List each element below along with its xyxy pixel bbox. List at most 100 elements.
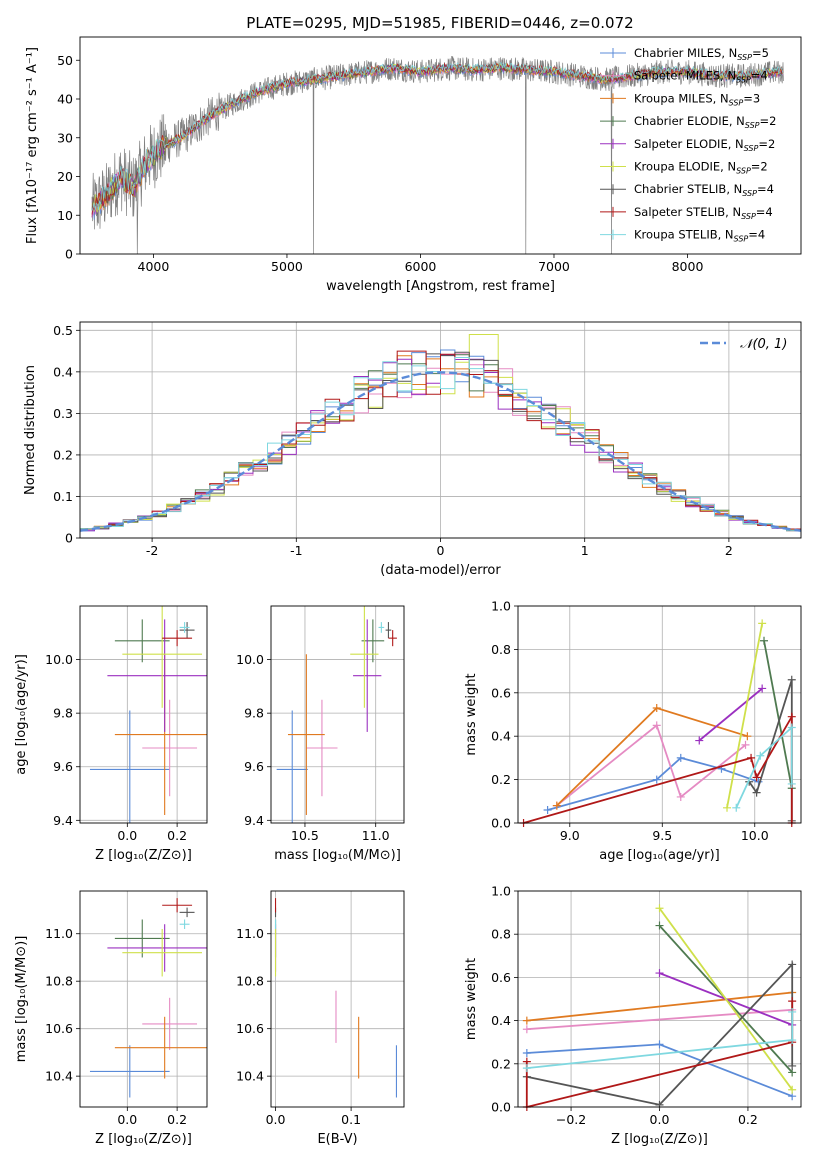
x-tick-label: 0.2 <box>738 1112 758 1127</box>
plot-panels: 4000 5000 6000 7000 800001020304050wavelengt… <box>14 36 802 1147</box>
legend-label: Kroupa STELIB, NSSP=4 <box>634 228 765 244</box>
legend-label: Chabrier MILES, NSSP=5 <box>634 46 769 62</box>
massweight_vs_Z-frame <box>517 890 802 1108</box>
y-tick-label: 0.3 <box>53 406 73 421</box>
point-marker-chabrier_miles <box>543 805 552 814</box>
y-tick-label: 0.6 <box>491 970 511 985</box>
x-axis-label: wavelength [Angstrom, rest frame] <box>326 279 555 294</box>
series-line-kroupa_elodie <box>726 623 764 808</box>
x-tick-label: 4000 <box>138 259 170 274</box>
y-tick-label: 0.8 <box>491 927 511 942</box>
x-axis-label: E(B-V) <box>317 1132 357 1147</box>
y-tick-label: 10.8 <box>236 974 264 989</box>
residual-histograms <box>80 334 801 533</box>
point-marker-kroupa_elodie <box>723 803 732 812</box>
massweight_vs_age-series <box>519 619 796 827</box>
massweight_vs_Z-series <box>522 904 797 1111</box>
point-marker-kroupa_miles <box>743 732 752 741</box>
age_vs_mass-points <box>276 606 397 823</box>
legend-label: Kroupa MILES, NSSP=3 <box>634 91 760 107</box>
y-tick-label: 0.0 <box>491 816 511 831</box>
legend-label: Salpeter MILES, NSSP=4 <box>634 69 768 85</box>
y-tick-label: 10.4 <box>45 1069 73 1084</box>
y-tick-label: 9.8 <box>53 706 73 721</box>
legend-label: Salpeter ELODIE, NSSP=2 <box>634 137 775 153</box>
normal-curve <box>80 371 801 532</box>
point-marker-kroupa_stelib <box>787 779 796 788</box>
point-marker-chabrier_stelib <box>787 675 796 684</box>
y-tick-label: 0.2 <box>53 447 73 462</box>
series-line-salpeter_miles <box>526 1008 793 1031</box>
y-tick-label: 9.6 <box>53 759 73 774</box>
mass_vs_ebv-axes: 0.0 0.1 10.4 10.6 10.8 11.0 <box>236 891 404 1127</box>
x-tick-label: 11.0 <box>362 828 390 843</box>
series-line-kroupa_miles <box>526 991 793 1022</box>
point-marker-kroupa_stelib <box>788 1007 797 1016</box>
y-tick-label: 10.4 <box>236 1069 264 1084</box>
point-marker-kroupa_stelib <box>788 1036 797 1045</box>
y-tick-label: 0.4 <box>53 364 73 379</box>
y-tick-label: 0.8 <box>491 642 511 657</box>
point-marker-chabrier_stelib <box>788 1061 797 1070</box>
point-marker-salpeter_stelib <box>787 712 796 721</box>
age_vs_Z-points <box>89 606 207 823</box>
y-tick-label: 9.8 <box>244 706 264 721</box>
y-tick-label: 10.6 <box>236 1021 264 1036</box>
y-tick-label: 20 <box>57 169 73 184</box>
point-marker-kroupa_elodie <box>788 1085 797 1094</box>
x-axis-label: mass [log₁₀(M/M⊙)] <box>274 848 401 863</box>
y-tick-label: 40 <box>57 92 73 107</box>
point-marker-chabrier_elodie <box>655 921 664 930</box>
x-tick-label: −0.2 <box>556 1112 586 1127</box>
y-axis-label: Flux [fλ10⁻¹⁷ erg cm⁻² s⁻¹ A⁻¹] <box>25 47 40 244</box>
point-marker-salpeter_miles <box>652 721 661 730</box>
y-tick-label: 10.6 <box>45 1021 73 1036</box>
x-tick-label: 0.1 <box>341 1112 361 1127</box>
point-marker-salpeter_stelib <box>788 997 797 1006</box>
y-tick-label: 10.0 <box>45 652 73 667</box>
model-spectrum-line-kroupa_stelib <box>91 61 784 211</box>
y-axis-label: mass weight <box>464 958 479 1040</box>
age_vs_Z-frame <box>79 605 208 824</box>
point-marker-salpeter_stelib <box>752 773 761 782</box>
y-tick-label: 9.4 <box>244 813 264 828</box>
y-axis-label: mass weight <box>464 673 479 755</box>
x-axis-label: Z [log₁₀(Z/Z⊙)] <box>611 1132 708 1147</box>
y-tick-label: 0 <box>65 531 73 546</box>
point-marker-salpeter_elodie <box>655 969 664 978</box>
y-tick-label: 0.2 <box>491 772 511 787</box>
y-tick-label: 10 <box>57 208 73 223</box>
age_vs_mass-frame <box>270 605 405 824</box>
x-tick-label: 5000 <box>271 259 303 274</box>
x-tick-label: -2 <box>146 543 158 558</box>
series-line-salpeter_miles <box>556 723 747 807</box>
massweight_vs_age-frame <box>517 605 802 824</box>
point-marker-salpeter_elodie <box>695 736 704 745</box>
point-marker-chabrier_miles <box>676 753 685 762</box>
x-tick-label: 0.0 <box>117 1112 137 1127</box>
x-tick-label: 7000 <box>538 259 570 274</box>
point-marker-kroupa_stelib <box>756 751 765 760</box>
series-line-kroupa_elodie <box>658 907 793 1091</box>
figure-title: PLATE=0295, MJD=51985, FIBERID=0446, z=0… <box>246 14 633 32</box>
point-marker-kroupa_stelib <box>522 1064 531 1073</box>
mass_vs_Z-axes: 0.0 0.2 10.4 10.6 10.8 11.0 <box>45 891 207 1127</box>
y-tick-label: 0 <box>65 247 73 262</box>
point-marker-salpeter_miles <box>522 1025 531 1034</box>
x-tick-label: 0 <box>437 543 445 558</box>
point-marker-chabrier_stelib <box>788 960 797 969</box>
spectrum-lines <box>91 55 784 254</box>
x-tick-label: 0.2 <box>167 1112 187 1127</box>
y-tick-label: 1.0 <box>491 599 511 614</box>
y-tick-label: 50 <box>57 53 73 68</box>
spectrum-frame <box>79 36 802 255</box>
x-tick-label: 10.0 <box>741 828 769 843</box>
x-tick-label: 0.0 <box>266 1112 286 1127</box>
point-marker-chabrier_elodie <box>760 636 769 645</box>
point-marker-kroupa_elodie <box>655 904 664 913</box>
point-marker-kroupa_miles <box>652 703 661 712</box>
point-marker-salpeter_stelib <box>747 753 756 762</box>
x-tick-label: -1 <box>290 543 302 558</box>
y-tick-label: 9.4 <box>53 813 73 828</box>
y-tick-label: 30 <box>57 130 73 145</box>
